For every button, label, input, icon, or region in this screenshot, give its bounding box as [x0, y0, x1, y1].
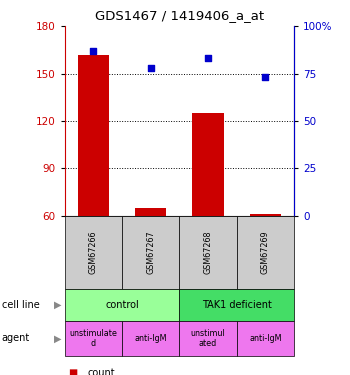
Text: ■: ■	[68, 368, 77, 375]
Text: GSM67268: GSM67268	[204, 230, 212, 274]
Text: ▶: ▶	[54, 333, 62, 344]
Text: unstimulate
d: unstimulate d	[69, 329, 117, 348]
Text: TAK1 deficient: TAK1 deficient	[202, 300, 272, 310]
Text: GSM67269: GSM67269	[261, 230, 270, 274]
Text: anti-IgM: anti-IgM	[249, 334, 282, 343]
Title: GDS1467 / 1419406_a_at: GDS1467 / 1419406_a_at	[95, 9, 264, 22]
Point	[148, 65, 154, 71]
Bar	[192, 113, 224, 216]
Bar	[78, 55, 109, 216]
Text: anti-IgM: anti-IgM	[134, 334, 167, 343]
Bar	[250, 214, 281, 216]
Text: cell line: cell line	[2, 300, 40, 310]
Text: agent: agent	[2, 333, 30, 344]
Text: count: count	[88, 368, 115, 375]
Bar	[135, 208, 167, 216]
Point	[205, 56, 211, 62]
Text: GSM67266: GSM67266	[89, 230, 98, 274]
Point	[262, 74, 268, 80]
Point	[91, 48, 96, 54]
Text: control: control	[105, 300, 139, 310]
Text: unstimul
ated: unstimul ated	[191, 329, 225, 348]
Text: GSM67267: GSM67267	[146, 230, 155, 274]
Text: ▶: ▶	[54, 300, 62, 310]
